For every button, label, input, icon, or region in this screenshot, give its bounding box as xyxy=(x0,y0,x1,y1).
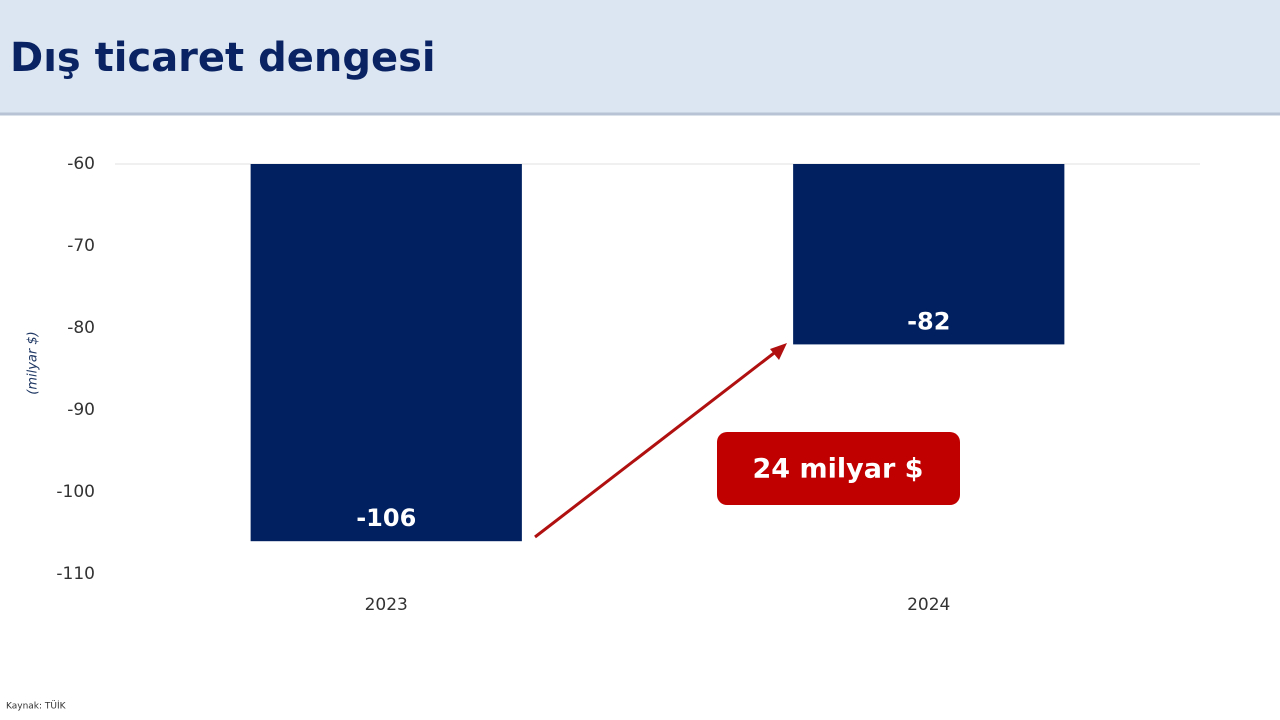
annotation-box xyxy=(717,432,960,505)
x-tick-label: 2024 xyxy=(907,595,950,615)
y-tick-label: -110 xyxy=(56,564,95,584)
x-tick-label: 2023 xyxy=(365,595,408,615)
value-label: -82 xyxy=(907,307,950,335)
y-tick-label: -90 xyxy=(67,400,95,420)
bar xyxy=(250,164,522,542)
arrow xyxy=(534,348,779,539)
y-tick-label: -80 xyxy=(67,318,95,338)
bar xyxy=(793,164,1065,345)
chart-title: Dış ticaret dengesi xyxy=(10,35,436,81)
header-band xyxy=(0,0,1280,113)
y-tick-label: -100 xyxy=(56,482,95,502)
arrow-head xyxy=(770,343,787,360)
y-axis-title: (milyar $) xyxy=(26,331,41,394)
y-tick-label: -60 xyxy=(67,154,95,174)
value-label: -106 xyxy=(356,504,416,532)
annotation: 24 milyar $ xyxy=(753,454,924,485)
source: Kaynak: TÜİK xyxy=(6,701,67,712)
y-tick-label: -70 xyxy=(67,236,95,256)
